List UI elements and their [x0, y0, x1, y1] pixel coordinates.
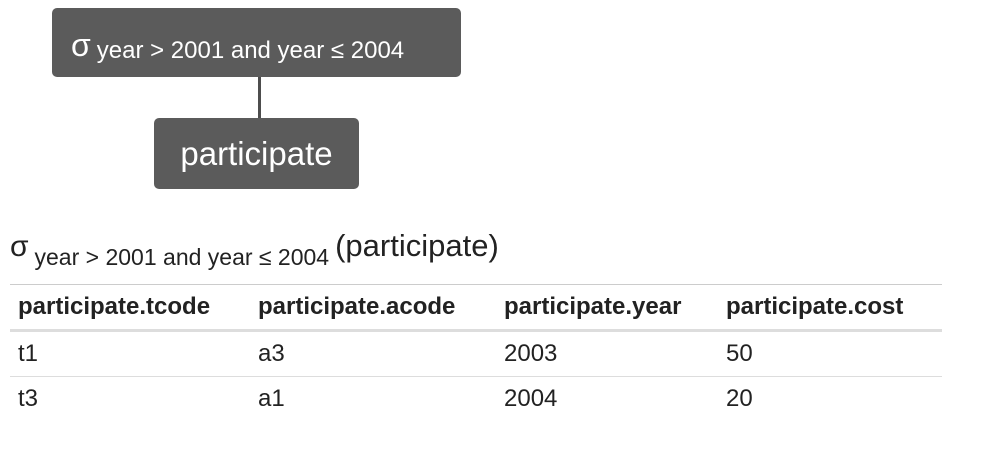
- table-header-row: participate.tcode participate.acode part…: [10, 284, 942, 332]
- table-cell: 2003: [496, 330, 718, 377]
- relation-node: participate: [154, 118, 359, 189]
- table-cell: a1: [258, 385, 285, 412]
- column-header: participate.cost: [718, 284, 942, 332]
- column-header: participate.tcode: [10, 284, 250, 332]
- tree-edge: [258, 77, 261, 119]
- table-cell: t3: [18, 385, 39, 412]
- expression-condition: year > 2001 and year ≤ 2004: [34, 244, 330, 270]
- sigma-symbol: σ: [10, 230, 29, 263]
- selection-condition: year > 2001 and year ≤ 2004: [96, 37, 405, 64]
- table-cell: a3: [250, 330, 496, 377]
- expression-argument: (participate): [335, 228, 499, 263]
- selection-node: σ year > 2001 and year ≤ 2004: [52, 8, 461, 77]
- sigma-symbol: σ: [71, 27, 91, 63]
- table-cell: 20: [726, 385, 753, 412]
- operator-tree: σ year > 2001 and year ≤ 2004 participate: [0, 0, 990, 200]
- table-cell: t1: [10, 330, 250, 377]
- table-row: t3 a1 2004 20: [10, 377, 942, 422]
- column-header: participate.year: [496, 284, 718, 332]
- result-table: participate.tcode participate.acode part…: [10, 284, 942, 421]
- table-cell: 50: [718, 330, 942, 377]
- table-row: t1 a3 2003 50: [10, 330, 942, 377]
- result-expression: σ year > 2001 and year ≤ 2004 (participate…: [10, 228, 499, 270]
- column-header: participate.acode: [250, 284, 496, 332]
- table-cell: 2004: [504, 385, 558, 412]
